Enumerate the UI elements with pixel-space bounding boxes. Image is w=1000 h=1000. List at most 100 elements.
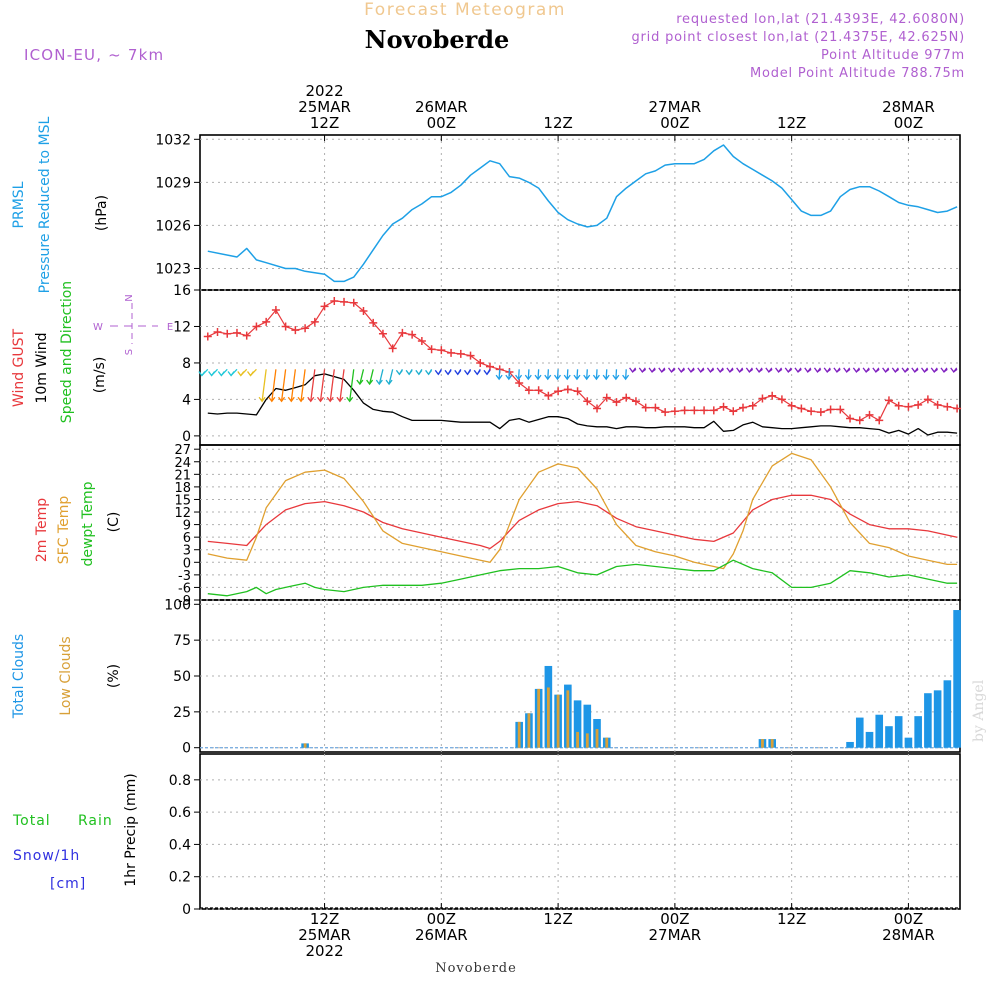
wind-direction-arrowhead	[395, 369, 403, 376]
total-cloud-bar	[573, 700, 582, 748]
gust-marker	[797, 404, 806, 413]
total-cloud-bar	[924, 693, 932, 748]
watermark: by Angel	[971, 679, 987, 742]
time-label: 26MAR	[415, 926, 468, 944]
wind-direction-arrowhead	[930, 367, 938, 373]
total-cloud-bar	[953, 610, 961, 748]
wind-tick-label: 8	[182, 356, 191, 372]
wind-direction-arrowhead	[326, 396, 334, 403]
precip-panel-frame	[199, 753, 961, 910]
gust-marker	[904, 402, 913, 411]
wind-direction-arrowhead	[813, 367, 821, 373]
wind-direction-arrowhead	[891, 367, 899, 373]
precip-tick-label: 0.2	[169, 870, 191, 886]
wind-direction-arrowhead	[444, 369, 452, 376]
pressure-label-prmsl: PRMSL	[11, 181, 27, 228]
wind-direction-arrowhead	[268, 396, 276, 403]
time-label: 00Z	[894, 114, 923, 132]
gust-marker	[369, 318, 378, 327]
gust-marker	[816, 408, 825, 417]
wind-direction-arrow	[586, 369, 588, 380]
wind-tick-label: 4	[182, 392, 191, 408]
gust-marker	[641, 403, 650, 412]
wind-label-gust: Wind GUST	[11, 328, 27, 407]
time-label: 27MAR	[649, 98, 702, 116]
gust-marker	[622, 393, 631, 402]
time-label: 28MAR	[882, 926, 935, 944]
low-cloud-bar	[527, 713, 531, 748]
wind-direction-arrowhead	[755, 367, 763, 373]
total-cloud-bar	[885, 726, 893, 748]
gust-marker	[583, 397, 592, 406]
wind-direction-arrow	[566, 369, 569, 380]
location-title: Novoberde	[365, 25, 510, 54]
chart-title: Forecast Meteogram	[364, 0, 566, 20]
time-label: 12Z	[777, 114, 806, 132]
total-cloud-bar	[865, 731, 874, 748]
temp-tick-label: 9	[183, 519, 191, 534]
low-cloud-bar	[517, 721, 521, 748]
wind-direction-arrowhead	[297, 396, 305, 403]
temp-panel-frame	[199, 444, 961, 601]
point-altitude: Point Altitude 977m	[821, 48, 965, 63]
wind-direction-arrowhead	[862, 367, 870, 373]
gust-marker	[661, 408, 670, 417]
precip-tick-label: 0.4	[169, 837, 191, 853]
temp-tick-label: 6	[183, 531, 191, 546]
wind-direction-arrowhead	[495, 374, 503, 381]
wind-direction-arrow	[547, 369, 550, 380]
wind-direction-arrowhead	[544, 374, 552, 381]
temp-tick-label: -3	[178, 569, 191, 584]
wind-direction-arrowhead	[208, 371, 216, 377]
wind-direction-arrowhead	[920, 367, 929, 373]
gust-marker	[894, 401, 903, 410]
cloud-tick-label: 0	[182, 741, 191, 757]
gust-marker	[252, 322, 261, 331]
wind-direction-arrowhead	[573, 374, 581, 381]
total-cloud-bar	[894, 716, 903, 748]
precip-label-total: Total	[12, 813, 51, 829]
compass-n: N	[124, 294, 135, 301]
wind-direction-arrowhead	[366, 379, 374, 386]
wind-direction-arrow	[339, 369, 345, 402]
temp-label-2m: 2m Temp	[34, 498, 50, 562]
time-label: 28MAR	[882, 98, 935, 116]
footer-location: Novoberde	[435, 961, 517, 976]
total-cloud-bar	[846, 741, 854, 748]
wind-direction-arrowhead	[227, 371, 235, 377]
wind-direction-arrow	[271, 369, 277, 402]
wind-direction-arrowhead	[736, 367, 744, 373]
low-cloud-bar	[556, 694, 560, 748]
wind-direction-arrowhead	[726, 367, 734, 373]
gust-marker	[466, 351, 475, 360]
compass-s: S	[124, 349, 135, 355]
gust-marker	[281, 322, 290, 331]
time-label: 00Z	[427, 910, 456, 928]
wind-direction-arrowhead	[346, 396, 354, 403]
wind-direction-arrowhead	[385, 379, 393, 386]
low-cloud-bar	[303, 743, 307, 748]
cloud-tick-label: 50	[173, 669, 191, 685]
temp-tick-label: 18	[174, 481, 191, 496]
wind-direction-arrowhead	[794, 367, 802, 373]
gust-marker	[700, 406, 709, 415]
time-label: 27MAR	[649, 926, 702, 944]
grid-lines	[194, 135, 960, 910]
wind-direction-arrow	[368, 369, 374, 385]
gust-marker	[456, 349, 465, 358]
gust-marker	[271, 306, 280, 315]
wind-direction-arrowhead	[483, 369, 491, 376]
gust-line	[207, 300, 958, 421]
total-cloud-bar	[875, 714, 884, 748]
gust-marker	[602, 393, 611, 402]
gust-marker	[427, 345, 436, 354]
dewpoint-line	[207, 559, 958, 597]
wind-direction-arrowhead	[217, 371, 225, 377]
chart-marks	[198, 144, 962, 909]
wind-direction-arrowhead	[648, 367, 656, 373]
closest-coordinates: grid point closest lon,lat (21.4375E, 42…	[631, 30, 965, 45]
time-label: 00Z	[660, 114, 689, 132]
gust-marker	[768, 391, 777, 400]
low-cloud-bar	[761, 739, 764, 748]
wind-direction-arrow	[527, 369, 530, 380]
